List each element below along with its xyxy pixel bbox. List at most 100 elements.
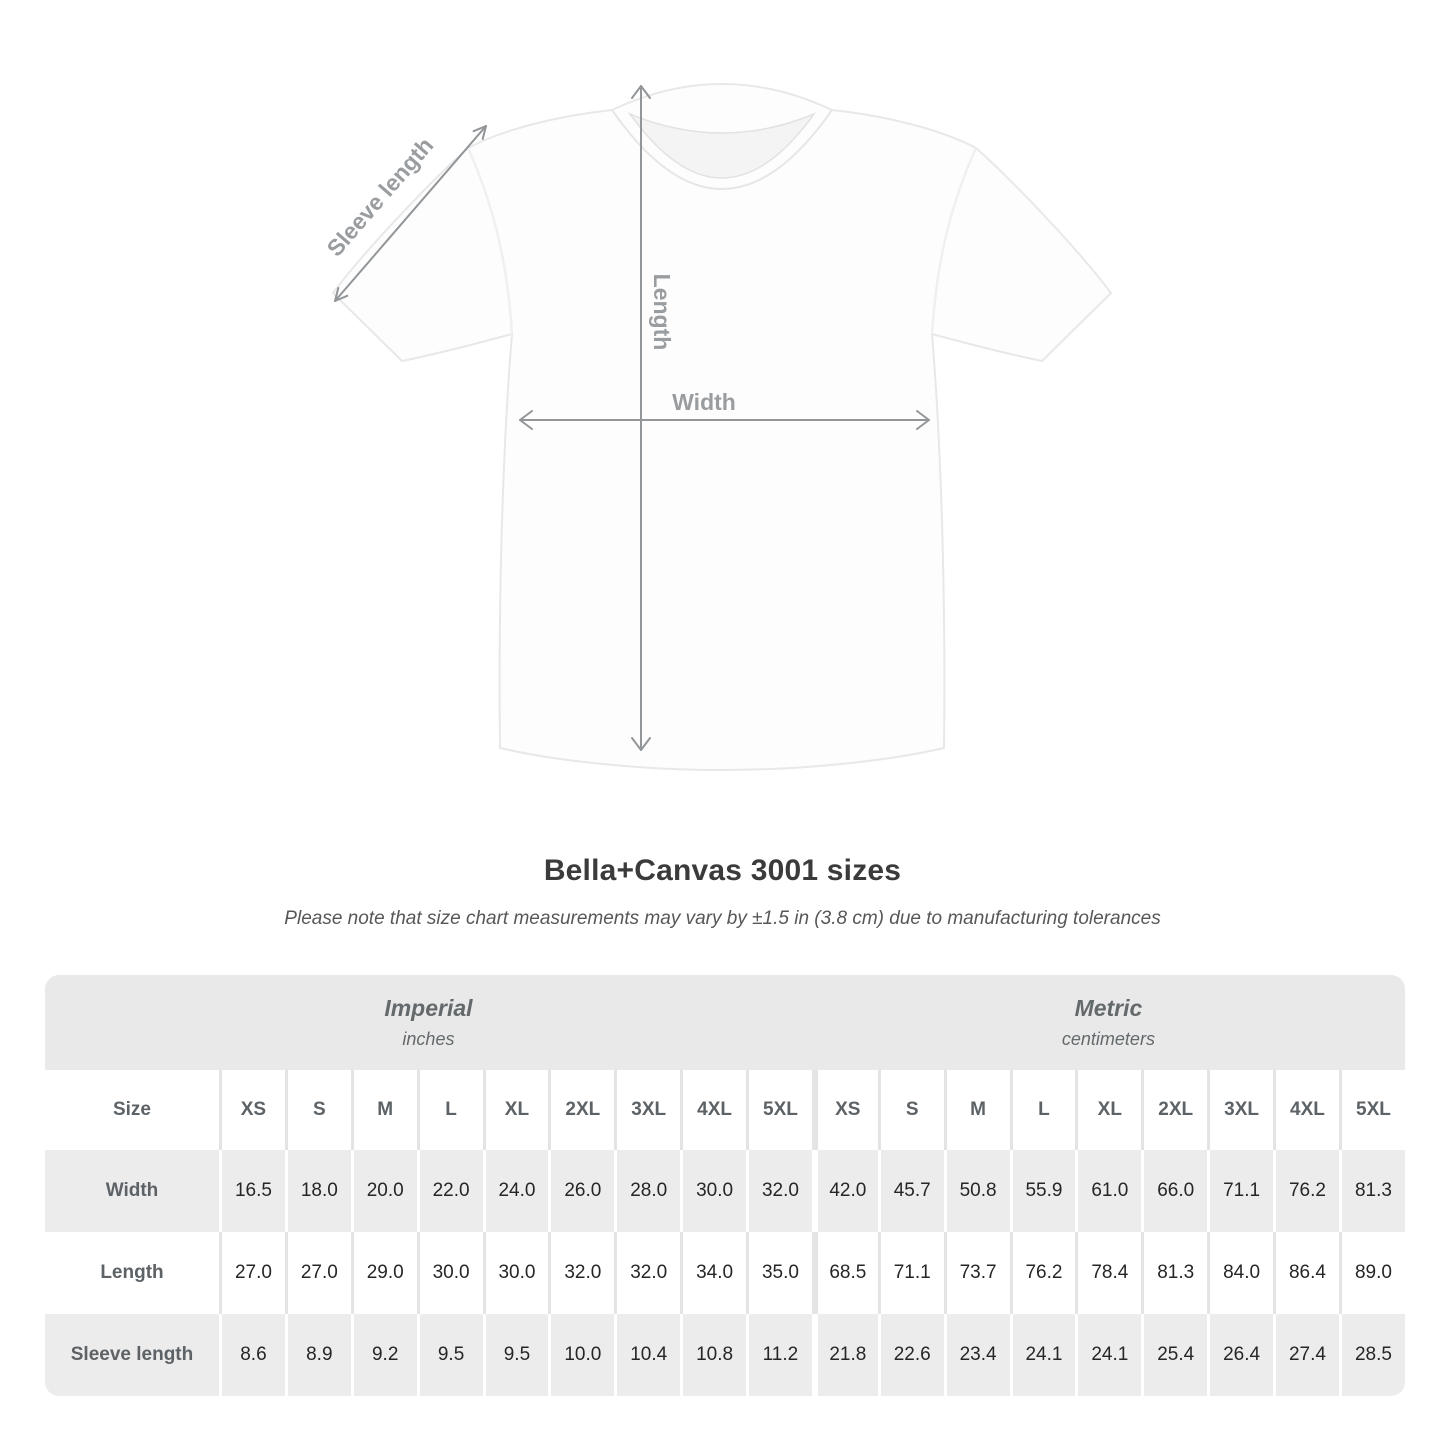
size-column-header: XL — [1075, 1070, 1142, 1150]
size-row-header: Size — [45, 1070, 219, 1150]
tolerance-note: Please note that size chart measurements… — [284, 908, 1161, 929]
metric-value-cell: 61.0 — [1075, 1150, 1142, 1232]
imperial-value-cell: 35.0 — [746, 1232, 812, 1314]
armhole-seam-left — [466, 147, 514, 335]
metric-value-cell: 22.6 — [877, 1314, 944, 1396]
length-label: Length — [649, 274, 675, 351]
imperial-value-cell: 9.2 — [350, 1314, 417, 1396]
measurement-row: Width 16.5 18.0 20.0 22.0 24.0 26.0 28.0 30.0 32.… — [45, 1150, 1405, 1232]
size-column-header: S — [877, 1070, 944, 1150]
imperial-value-cell: 27.0 — [219, 1232, 285, 1314]
size-column-header: S — [284, 1070, 351, 1150]
size-column-header: 5XL — [746, 1070, 812, 1150]
metric-value-cell: 73.7 — [943, 1232, 1010, 1314]
size-column-header: 4XL — [680, 1070, 746, 1150]
imperial-value-cell: 30.0 — [680, 1150, 746, 1232]
width-arrow — [519, 410, 930, 430]
metric-group-header: Metric centimeters — [811, 975, 1405, 1070]
metric-value-cell: 42.0 — [811, 1150, 878, 1232]
size-column-header: XS — [219, 1070, 285, 1150]
metric-value-cell: 86.4 — [1273, 1232, 1339, 1314]
imperial-value-cell: 9.5 — [416, 1314, 483, 1396]
page-title: Bella+Canvas 3001 sizes — [543, 854, 902, 887]
metric-group-unit: centimeters — [1061, 1029, 1155, 1049]
imperial-value-cell: 8.6 — [219, 1314, 285, 1396]
metric-value-cell: 76.2 — [1009, 1232, 1076, 1314]
metric-value-cell: 26.4 — [1207, 1314, 1273, 1396]
measurement-row-header: Width — [45, 1150, 219, 1232]
metric-value-cell: 66.0 — [1141, 1150, 1208, 1232]
metric-value-cell: 55.9 — [1009, 1150, 1076, 1232]
size-column-header: 2XL — [548, 1070, 615, 1150]
imperial-value-cell: 30.0 — [416, 1232, 483, 1314]
measurement-row-header: Sleeve length — [45, 1314, 219, 1396]
size-column-header: 2XL — [1141, 1070, 1208, 1150]
armhole-seam-right — [930, 147, 978, 335]
size-column-header: 4XL — [1273, 1070, 1339, 1150]
measurement-row: Sleeve length 8.6 8.9 9.2 9.5 9.5 10.0 10.4 10.8… — [45, 1314, 1405, 1396]
imperial-value-cell: 29.0 — [350, 1232, 417, 1314]
size-column-header: L — [416, 1070, 483, 1150]
size-column-header: 3XL — [1207, 1070, 1273, 1150]
size-column-header: M — [350, 1070, 417, 1150]
measurement-row-header: Length — [45, 1232, 219, 1314]
sleeve-length-arrow — [334, 125, 487, 302]
metric-value-cell: 68.5 — [811, 1232, 878, 1314]
imperial-value-cell: 32.0 — [746, 1150, 812, 1232]
length-arrow — [631, 85, 651, 751]
imperial-value-cell: 8.9 — [284, 1314, 351, 1396]
imperial-value-cell: 16.5 — [219, 1150, 285, 1232]
metric-value-cell: 25.4 — [1141, 1314, 1208, 1396]
tshirt-body — [332, 83, 1112, 771]
size-column-header: M — [943, 1070, 1010, 1150]
imperial-value-cell: 34.0 — [680, 1232, 746, 1314]
tshirt-diagram: Sleeve length Length Width — [322, 83, 1112, 771]
metric-value-cell: 45.7 — [877, 1150, 944, 1232]
imperial-value-cell: 10.0 — [548, 1314, 615, 1396]
metric-group-title: Metric — [1074, 995, 1143, 1021]
imperial-value-cell: 10.4 — [614, 1314, 681, 1396]
size-chart-table: Imperial inches Metric centimeters Size X… — [45, 975, 1405, 1396]
metric-value-cell: 71.1 — [877, 1232, 944, 1314]
metric-value-cell: 81.3 — [1338, 1150, 1405, 1232]
imperial-value-cell: 27.0 — [284, 1232, 351, 1314]
imperial-value-cell: 30.0 — [482, 1232, 549, 1314]
imperial-value-cell: 32.0 — [614, 1232, 681, 1314]
measurement-row: Length 27.0 27.0 29.0 30.0 30.0 32.0 32.0 34.0 35… — [45, 1232, 1405, 1314]
imperial-value-cell: 10.8 — [680, 1314, 746, 1396]
size-column-header: 5XL — [1338, 1070, 1405, 1150]
metric-value-cell: 28.5 — [1338, 1314, 1405, 1396]
tshirt-neck-opening — [627, 112, 817, 179]
size-column-header: XS — [811, 1070, 878, 1150]
metric-value-cell: 76.2 — [1273, 1150, 1339, 1232]
size-table-wrap: Imperial inches Metric centimeters Size X… — [45, 975, 1405, 1396]
imperial-value-cell: 20.0 — [350, 1150, 417, 1232]
imperial-value-cell: 26.0 — [548, 1150, 615, 1232]
imperial-value-cell: 11.2 — [746, 1314, 812, 1396]
size-column-header: L — [1009, 1070, 1076, 1150]
metric-value-cell: 89.0 — [1338, 1232, 1405, 1314]
imperial-group-unit: inches — [402, 1029, 455, 1049]
imperial-value-cell: 28.0 — [614, 1150, 681, 1232]
metric-value-cell: 50.8 — [943, 1150, 1010, 1232]
metric-value-cell: 71.1 — [1207, 1150, 1273, 1232]
imperial-value-cell: 32.0 — [548, 1232, 615, 1314]
width-label: Width — [672, 389, 736, 415]
imperial-value-cell: 24.0 — [482, 1150, 549, 1232]
metric-value-cell: 21.8 — [811, 1314, 878, 1396]
size-header-row: Size XS S M L XL 2XL 3XL 4XL 5XL XS S M L XL 2XL 3XL 4XL 5… — [45, 1070, 1405, 1150]
size-column-header: 3XL — [614, 1070, 681, 1150]
metric-value-cell: 81.3 — [1141, 1232, 1208, 1314]
imperial-value-cell: 22.0 — [416, 1150, 483, 1232]
unit-group-header-row: Imperial inches Metric centimeters — [45, 975, 1405, 1070]
imperial-group-title: Imperial — [384, 995, 473, 1021]
imperial-group-header: Imperial inches — [45, 975, 812, 1070]
metric-value-cell: 78.4 — [1075, 1232, 1142, 1314]
metric-value-cell: 84.0 — [1207, 1232, 1273, 1314]
metric-value-cell: 27.4 — [1273, 1314, 1339, 1396]
metric-value-cell: 23.4 — [943, 1314, 1010, 1396]
size-column-header: XL — [482, 1070, 549, 1150]
imperial-value-cell: 9.5 — [482, 1314, 549, 1396]
metric-value-cell: 24.1 — [1075, 1314, 1142, 1396]
